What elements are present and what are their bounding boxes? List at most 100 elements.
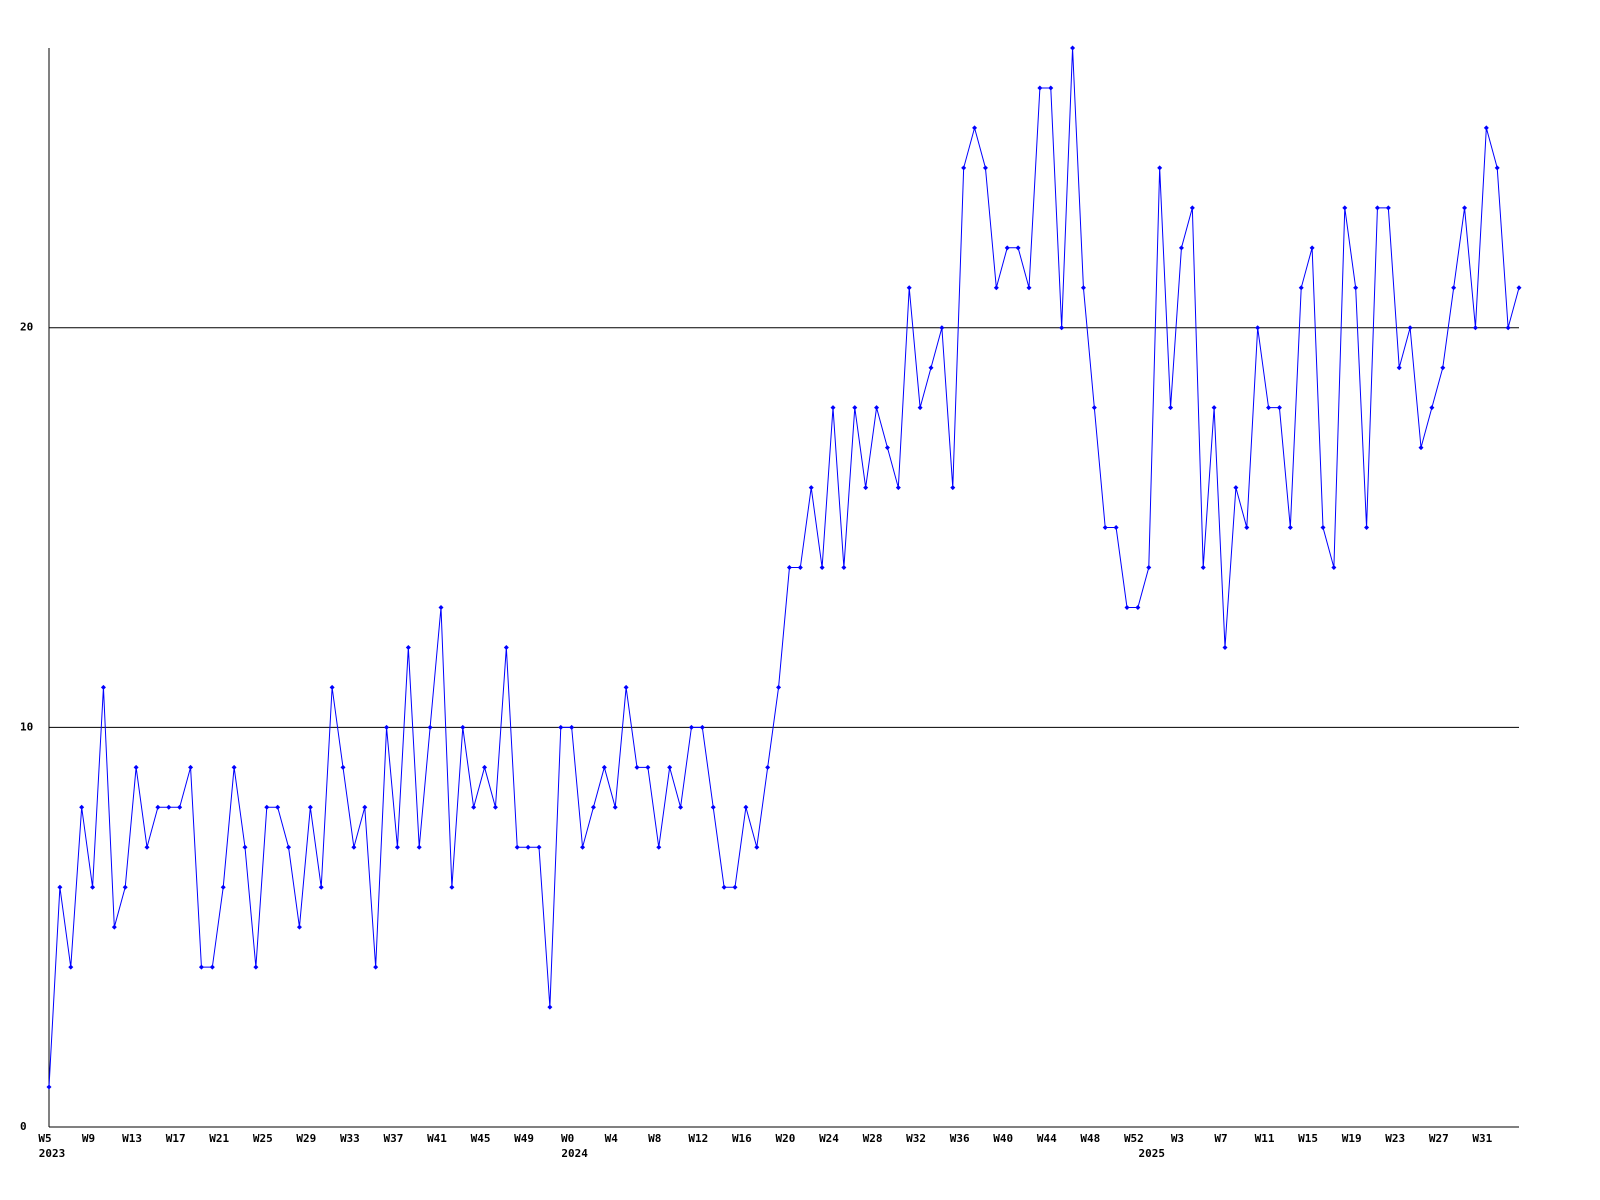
data-point	[1037, 85, 1043, 91]
data-point	[1483, 125, 1489, 131]
data-point	[906, 285, 912, 291]
x-tick-label: W9	[82, 1132, 95, 1145]
data-point	[852, 405, 858, 411]
data-point	[993, 285, 999, 291]
data-point	[776, 684, 782, 690]
data-point	[1026, 285, 1032, 291]
x-tick-label: W15	[1298, 1132, 1318, 1145]
data-point	[1146, 565, 1152, 571]
x-tick-label: W31	[1472, 1132, 1492, 1145]
data-point	[982, 165, 988, 171]
data-point	[1298, 285, 1304, 291]
x-tick-label: W16	[732, 1132, 752, 1145]
data-point	[166, 804, 172, 810]
x-tick-label: W41	[427, 1132, 447, 1145]
data-point	[155, 804, 161, 810]
data-point	[503, 644, 509, 650]
data-point	[1080, 285, 1086, 291]
data-point	[1048, 85, 1054, 91]
data-point	[536, 844, 542, 850]
data-point	[1244, 525, 1250, 531]
x-tick-label: W44	[1037, 1132, 1057, 1145]
data-point	[1004, 245, 1010, 251]
x-tick-label: W4	[605, 1132, 619, 1145]
data-point	[209, 964, 215, 970]
data-point	[863, 485, 869, 491]
data-point	[1189, 205, 1195, 211]
data-point	[264, 804, 270, 810]
data-point	[1113, 525, 1119, 531]
year-label: 2023	[39, 1147, 66, 1160]
data-point	[580, 844, 586, 850]
data-point	[721, 884, 727, 890]
data-point	[1440, 365, 1446, 371]
x-tick-label: W3	[1171, 1132, 1184, 1145]
x-tick-label: W19	[1342, 1132, 1362, 1145]
data-point	[895, 485, 901, 491]
data-point	[808, 485, 814, 491]
data-point	[754, 844, 760, 850]
data-point	[231, 764, 237, 770]
x-tick-label: W36	[950, 1132, 970, 1145]
data-point	[569, 724, 575, 730]
x-tick-label: W27	[1429, 1132, 1449, 1145]
data-point	[547, 1004, 553, 1010]
data-point	[667, 764, 673, 770]
x-tick-label: W20	[776, 1132, 796, 1145]
data-point	[656, 844, 662, 850]
data-point	[699, 724, 705, 730]
x-tick-label: W32	[906, 1132, 926, 1145]
data-point	[1222, 644, 1228, 650]
data-point	[1407, 325, 1413, 331]
data-point	[307, 804, 313, 810]
data-point	[1015, 245, 1021, 251]
data-point	[1091, 405, 1097, 411]
data-point	[1342, 205, 1348, 211]
data-point	[1255, 325, 1261, 331]
data-point	[329, 684, 335, 690]
x-tick-label: W17	[166, 1132, 186, 1145]
data-point	[1135, 604, 1141, 610]
x-tick-label: W48	[1080, 1132, 1100, 1145]
x-tick-label: W21	[209, 1132, 229, 1145]
data-point	[188, 764, 194, 770]
data-point	[318, 884, 324, 890]
x-tick-label: W28	[863, 1132, 883, 1145]
data-point	[296, 924, 302, 930]
x-tick-label: W45	[471, 1132, 491, 1145]
data-point	[144, 844, 150, 850]
data-line	[48, 47, 1520, 1088]
data-point	[394, 844, 400, 850]
x-tick-label: W25	[253, 1132, 273, 1145]
data-point	[710, 804, 716, 810]
data-point	[819, 565, 825, 571]
data-point	[384, 724, 390, 730]
x-tick-label: W13	[122, 1132, 142, 1145]
data-point	[482, 764, 488, 770]
data-point	[590, 804, 596, 810]
data-point	[111, 924, 117, 930]
data-point	[732, 884, 738, 890]
data-point	[373, 964, 379, 970]
data-point	[351, 844, 357, 850]
data-point	[57, 884, 63, 890]
data-point	[275, 804, 281, 810]
data-point	[841, 565, 847, 571]
x-tick-label: W8	[648, 1132, 661, 1145]
y-tick-label: 20	[20, 321, 33, 334]
year-label: 2024	[561, 1147, 588, 1160]
data-point	[525, 844, 531, 850]
data-point	[645, 764, 651, 770]
data-point	[1396, 365, 1402, 371]
x-tick-label: W5	[38, 1132, 51, 1145]
data-point	[612, 804, 618, 810]
data-point	[1353, 285, 1359, 291]
data-point	[797, 565, 803, 571]
x-tick-label: W33	[340, 1132, 360, 1145]
data-point	[1374, 205, 1380, 211]
data-point	[68, 964, 74, 970]
data-point	[1418, 445, 1424, 451]
data-point	[961, 165, 967, 171]
x-tick-label: W0	[561, 1132, 574, 1145]
data-point	[460, 724, 466, 730]
